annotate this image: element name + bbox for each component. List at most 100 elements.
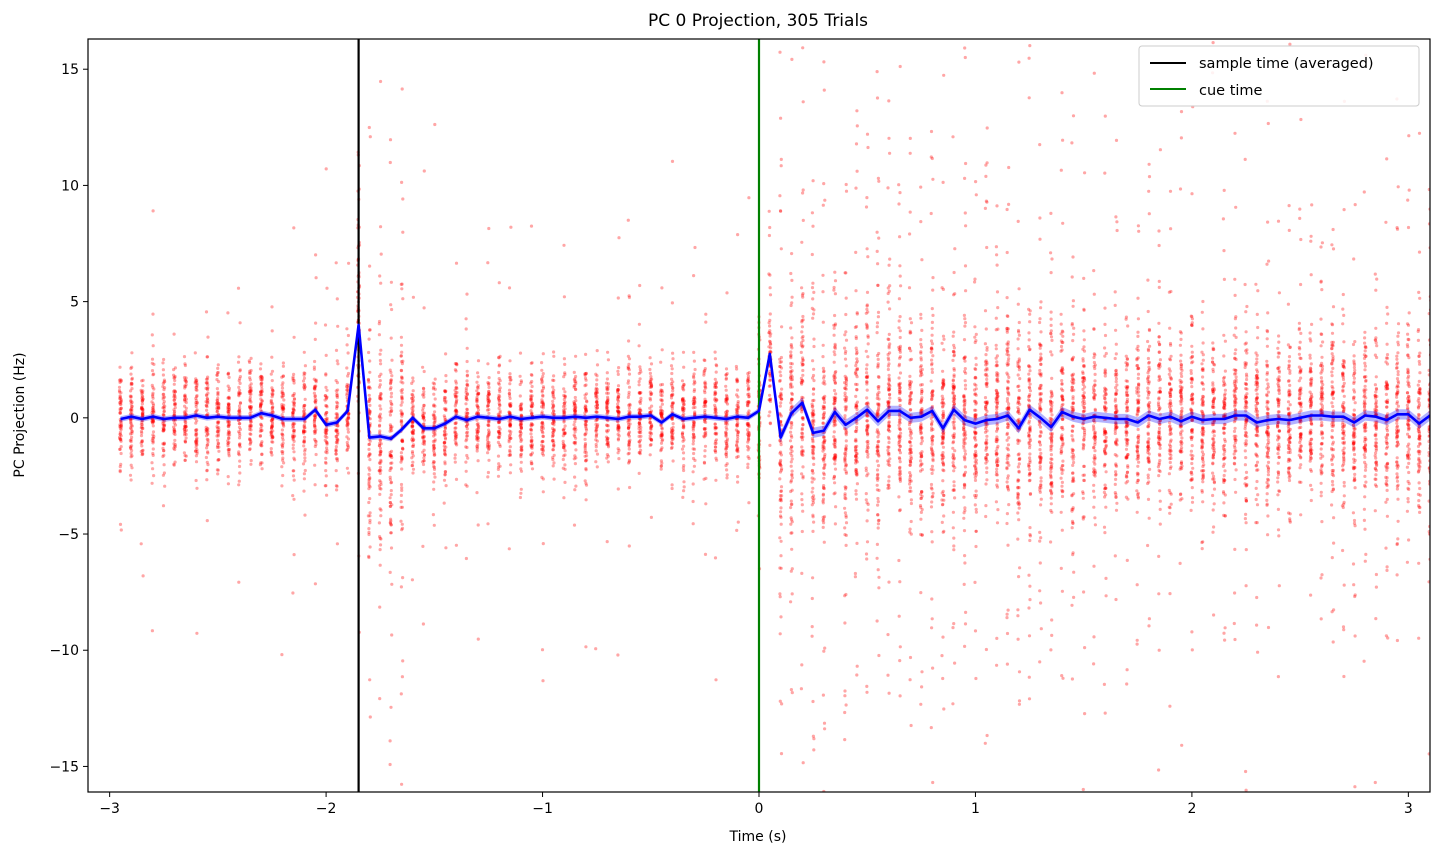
trial-point — [464, 317, 468, 321]
trial-point — [270, 426, 274, 430]
trial-point — [367, 447, 371, 451]
trial-point — [626, 379, 631, 383]
trial-point — [909, 321, 914, 325]
trial-point — [151, 393, 155, 397]
trial-point — [172, 427, 176, 431]
trial-point — [724, 425, 728, 429]
trial-point — [399, 403, 403, 407]
trial-point — [119, 434, 123, 438]
trial-point — [442, 429, 447, 433]
trial-point — [790, 369, 794, 373]
trial-point — [238, 431, 242, 435]
trial-point — [141, 384, 145, 388]
trial-point — [844, 462, 848, 466]
trial-point — [227, 420, 232, 424]
trial-point — [194, 379, 198, 383]
trial-point — [877, 432, 881, 436]
trial-point — [779, 116, 783, 120]
trial-point — [888, 307, 892, 311]
trial-point — [412, 438, 416, 442]
trial-point — [140, 449, 145, 453]
trial-point — [367, 350, 371, 355]
trial-point — [660, 402, 665, 406]
trial-point — [411, 471, 415, 475]
trial-point — [790, 454, 794, 458]
trial-point — [238, 375, 242, 379]
trial-point — [855, 109, 859, 113]
trial-point — [551, 411, 555, 415]
trial-point — [281, 394, 286, 398]
trial-point — [205, 400, 209, 404]
trial-point — [833, 313, 837, 318]
trial-point — [172, 425, 176, 429]
trial-point — [226, 441, 230, 445]
trial-point — [898, 694, 902, 698]
trial-point — [226, 396, 230, 400]
trial-point — [789, 383, 793, 387]
trial-point — [876, 375, 881, 379]
trial-point — [411, 424, 415, 428]
trial-point — [875, 249, 879, 253]
trial-point — [551, 391, 555, 395]
trial-point — [671, 437, 675, 441]
trial-point — [704, 430, 708, 434]
trial-point — [248, 406, 252, 410]
trial-point — [183, 454, 187, 458]
trial-point — [583, 384, 587, 388]
trial-point — [465, 382, 469, 386]
trial-point — [130, 448, 134, 453]
trial-point — [345, 466, 349, 470]
trial-point — [378, 396, 382, 400]
trial-point — [681, 495, 685, 499]
trial-point — [130, 408, 134, 412]
trial-point — [812, 337, 816, 341]
trial-point — [573, 403, 578, 407]
trial-point — [920, 450, 924, 454]
trial-point — [140, 379, 144, 383]
trial-point — [301, 379, 306, 383]
trial-point — [778, 364, 782, 369]
trial-point — [313, 483, 317, 487]
trial-point — [183, 384, 187, 388]
trial-point — [876, 522, 881, 526]
trial-point — [682, 489, 686, 493]
trial-point — [583, 437, 587, 441]
trial-point — [303, 435, 307, 439]
trial-point — [887, 263, 891, 267]
trial-point — [801, 191, 805, 195]
trial-point — [205, 355, 210, 359]
trial-point — [226, 411, 230, 415]
trial-point — [800, 325, 805, 329]
trial-point — [843, 333, 847, 337]
trial-point — [172, 462, 176, 466]
trial-point — [204, 310, 209, 314]
trial-point — [606, 460, 610, 464]
trial-point — [314, 380, 318, 384]
trial-point — [281, 444, 285, 448]
trial-point — [735, 528, 739, 533]
trial-point — [736, 448, 740, 452]
trial-point — [314, 452, 318, 457]
trial-point — [779, 164, 783, 168]
trial-point — [779, 464, 783, 468]
trial-point — [595, 452, 600, 456]
trial-point — [119, 402, 123, 406]
trial-point — [183, 394, 187, 398]
trial-point — [497, 363, 502, 367]
trial-point — [594, 449, 598, 453]
trial-point — [345, 343, 349, 347]
trial-point — [832, 350, 836, 354]
trial-point — [302, 440, 306, 444]
trial-point — [228, 413, 232, 417]
trial-point — [117, 388, 122, 393]
trial-point — [801, 46, 805, 50]
trial-point — [163, 380, 167, 384]
trial-point — [908, 151, 912, 155]
trial-point — [865, 396, 869, 400]
trial-point — [140, 402, 144, 406]
trial-point — [855, 382, 859, 387]
trial-point — [184, 409, 188, 413]
trial-point — [215, 401, 219, 405]
trial-point — [183, 424, 187, 428]
